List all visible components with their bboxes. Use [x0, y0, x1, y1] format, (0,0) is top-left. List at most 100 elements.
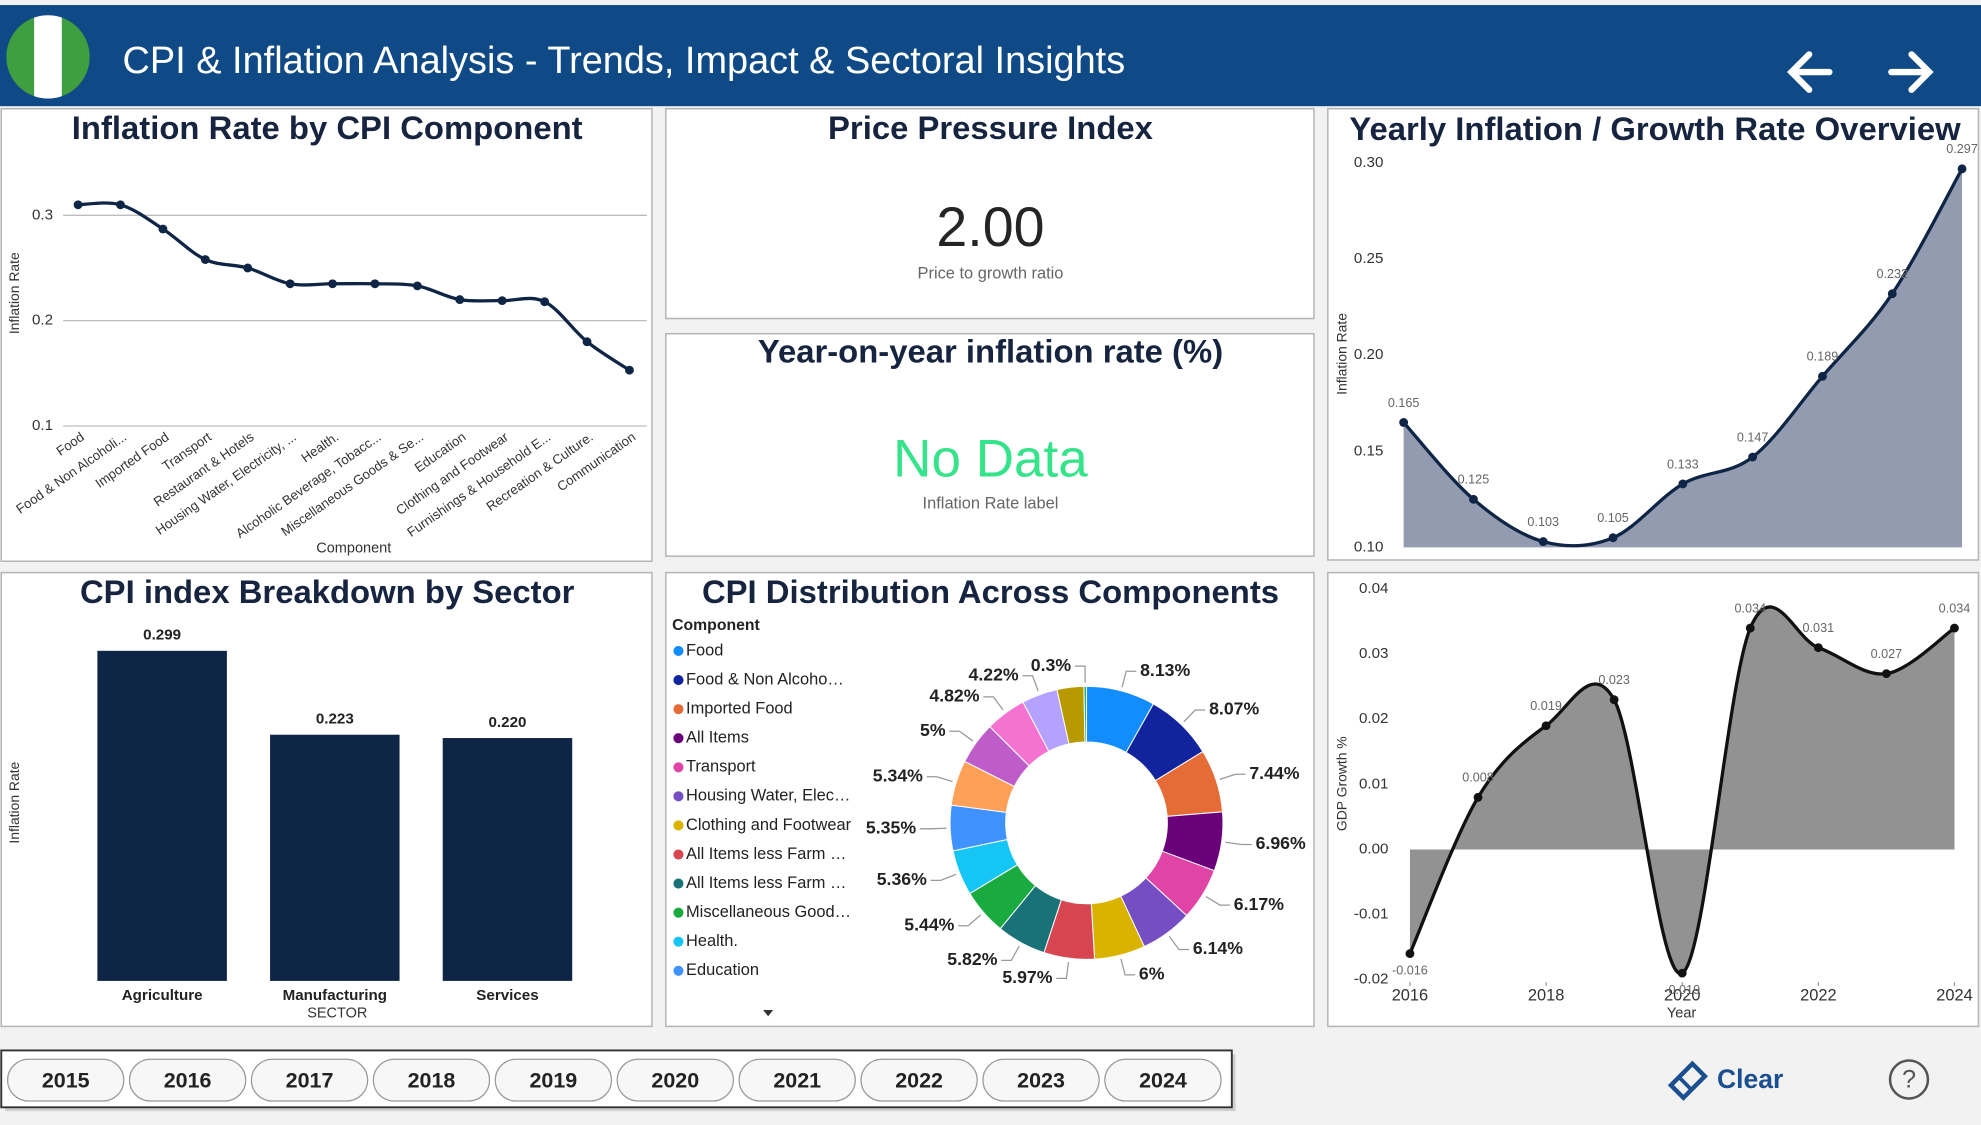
- point: [1950, 623, 1959, 633]
- data-label: 6%: [1139, 963, 1165, 983]
- year-label[interactable]: 2017: [286, 1069, 334, 1093]
- flag-icon: [6, 15, 90, 99]
- leader-line: [949, 730, 974, 742]
- y-tick-label: 0.10: [1354, 538, 1383, 555]
- legend-label: Housing Water, Elec…: [686, 787, 850, 805]
- year-button[interactable]: 2017: [250, 1058, 369, 1102]
- area: [1409, 606, 1955, 974]
- data-label: 8.07%: [1209, 699, 1259, 719]
- year-button[interactable]: 2020: [616, 1058, 735, 1102]
- data-label: 0.034: [1939, 601, 1971, 615]
- year-button[interactable]: 2015: [6, 1058, 125, 1102]
- legend-label: Food & Non Alcoho…: [686, 670, 844, 688]
- x-tick-label: Services: [476, 987, 538, 1004]
- data-label: 0.299: [143, 627, 181, 644]
- y-tick-label: 0.04: [1359, 580, 1388, 597]
- point: [412, 281, 422, 291]
- year-button[interactable]: 2016: [128, 1058, 247, 1102]
- header-title: CPI & Inflation Analysis - Trends, Impac…: [123, 40, 1126, 82]
- chart-title: CPI index Breakdown by Sector: [80, 573, 575, 610]
- forward-arrow[interactable]: [1888, 51, 1934, 93]
- year-pill[interactable]: [494, 1058, 613, 1102]
- year-label[interactable]: 2020: [651, 1069, 699, 1093]
- legend-swatch: [673, 849, 684, 860]
- year-pill[interactable]: [6, 1058, 125, 1102]
- x-tick-label: Agriculture: [122, 987, 203, 1004]
- year-label[interactable]: 2018: [408, 1069, 456, 1093]
- year-pill[interactable]: [616, 1058, 735, 1102]
- clear-button[interactable]: Clear: [1667, 1060, 1783, 1101]
- point: [158, 224, 168, 234]
- data-label: -0.019: [1664, 983, 1700, 997]
- data-label: 6.96%: [1256, 833, 1306, 853]
- y-tick-label: 0.20: [1354, 346, 1383, 363]
- arrow-head[interactable]: [1787, 51, 1813, 93]
- leader-line: [958, 914, 982, 927]
- point: [1473, 792, 1483, 802]
- data-label: 8.13%: [1140, 660, 1190, 680]
- data-label: 6.17%: [1234, 894, 1284, 914]
- legend-swatch: [673, 936, 684, 947]
- y-tick-label: 0.00: [1359, 840, 1388, 857]
- area: [1403, 168, 1963, 548]
- year-label[interactable]: 2021: [773, 1069, 821, 1093]
- year-pill[interactable]: [128, 1058, 247, 1102]
- year-button[interactable]: 2023: [982, 1058, 1100, 1102]
- panel: [665, 107, 1315, 320]
- eraser-body[interactable]: [1667, 1060, 1708, 1101]
- year-button[interactable]: 2018: [372, 1058, 491, 1102]
- year-pill[interactable]: [738, 1058, 856, 1102]
- data-label: 5.97%: [1002, 967, 1052, 987]
- y-tick-label: 0.1: [32, 417, 53, 434]
- data-label: 0.103: [1527, 515, 1559, 529]
- year-label[interactable]: 2023: [1017, 1069, 1065, 1093]
- year-pill[interactable]: [1104, 1058, 1222, 1102]
- year-label[interactable]: 2019: [529, 1069, 577, 1093]
- clear-label[interactable]: Clear: [1717, 1064, 1783, 1094]
- data-label: 5.44%: [904, 914, 954, 934]
- year-pill[interactable]: [982, 1058, 1100, 1102]
- x-axis-label: Component: [316, 540, 391, 556]
- leader-line: [1219, 773, 1246, 780]
- year-pill[interactable]: [860, 1058, 978, 1102]
- x-tick-label: 2018: [1528, 986, 1564, 1004]
- legend-swatch: [673, 907, 684, 918]
- bar: [97, 650, 227, 981]
- year-button[interactable]: 2019: [494, 1058, 613, 1102]
- year-button[interactable]: 2022: [860, 1058, 978, 1102]
- help-button[interactable]: ?: [1888, 1059, 1930, 1100]
- year-label[interactable]: 2016: [164, 1069, 212, 1093]
- data-label: 0.034: [1734, 601, 1766, 615]
- year-label[interactable]: 2024: [1139, 1069, 1187, 1093]
- year-label[interactable]: 2015: [42, 1069, 90, 1093]
- year-pill[interactable]: [250, 1058, 369, 1102]
- leader-line: [1168, 935, 1190, 951]
- data-label: 0.027: [1871, 647, 1903, 661]
- legend-label: Health.: [686, 932, 738, 950]
- year-label[interactable]: 2022: [895, 1069, 943, 1093]
- point: [540, 297, 550, 307]
- point: [1813, 643, 1823, 653]
- year-pill[interactable]: [372, 1058, 491, 1102]
- y-tick-label: 0.2: [32, 312, 53, 329]
- leader-line: [1205, 895, 1231, 906]
- point: [200, 255, 210, 264]
- data-label: -0.016: [1392, 964, 1428, 978]
- eraser-line[interactable]: [1677, 1075, 1693, 1092]
- data-label: 5.35%: [866, 817, 916, 837]
- legend-swatch: [673, 704, 684, 715]
- year-button[interactable]: 2021: [738, 1058, 856, 1102]
- leader-line: [1120, 958, 1136, 976]
- legend-label: Miscellaneous Good…: [686, 903, 851, 921]
- y-tick-label: -0.02: [1354, 971, 1389, 988]
- help-circle[interactable]: [1888, 1059, 1930, 1100]
- eraser-icon[interactable]: [1667, 1060, 1708, 1101]
- year-button[interactable]: 2024: [1104, 1058, 1222, 1102]
- legend-scroll[interactable]: [763, 1009, 774, 1017]
- legend-swatch: [673, 878, 684, 889]
- arrow-head[interactable]: [1908, 51, 1934, 93]
- legend-label: Food: [686, 641, 723, 659]
- legend-swatch: [673, 820, 684, 831]
- back-arrow[interactable]: [1787, 51, 1833, 93]
- help-glyph[interactable]: ?: [1902, 1065, 1916, 1093]
